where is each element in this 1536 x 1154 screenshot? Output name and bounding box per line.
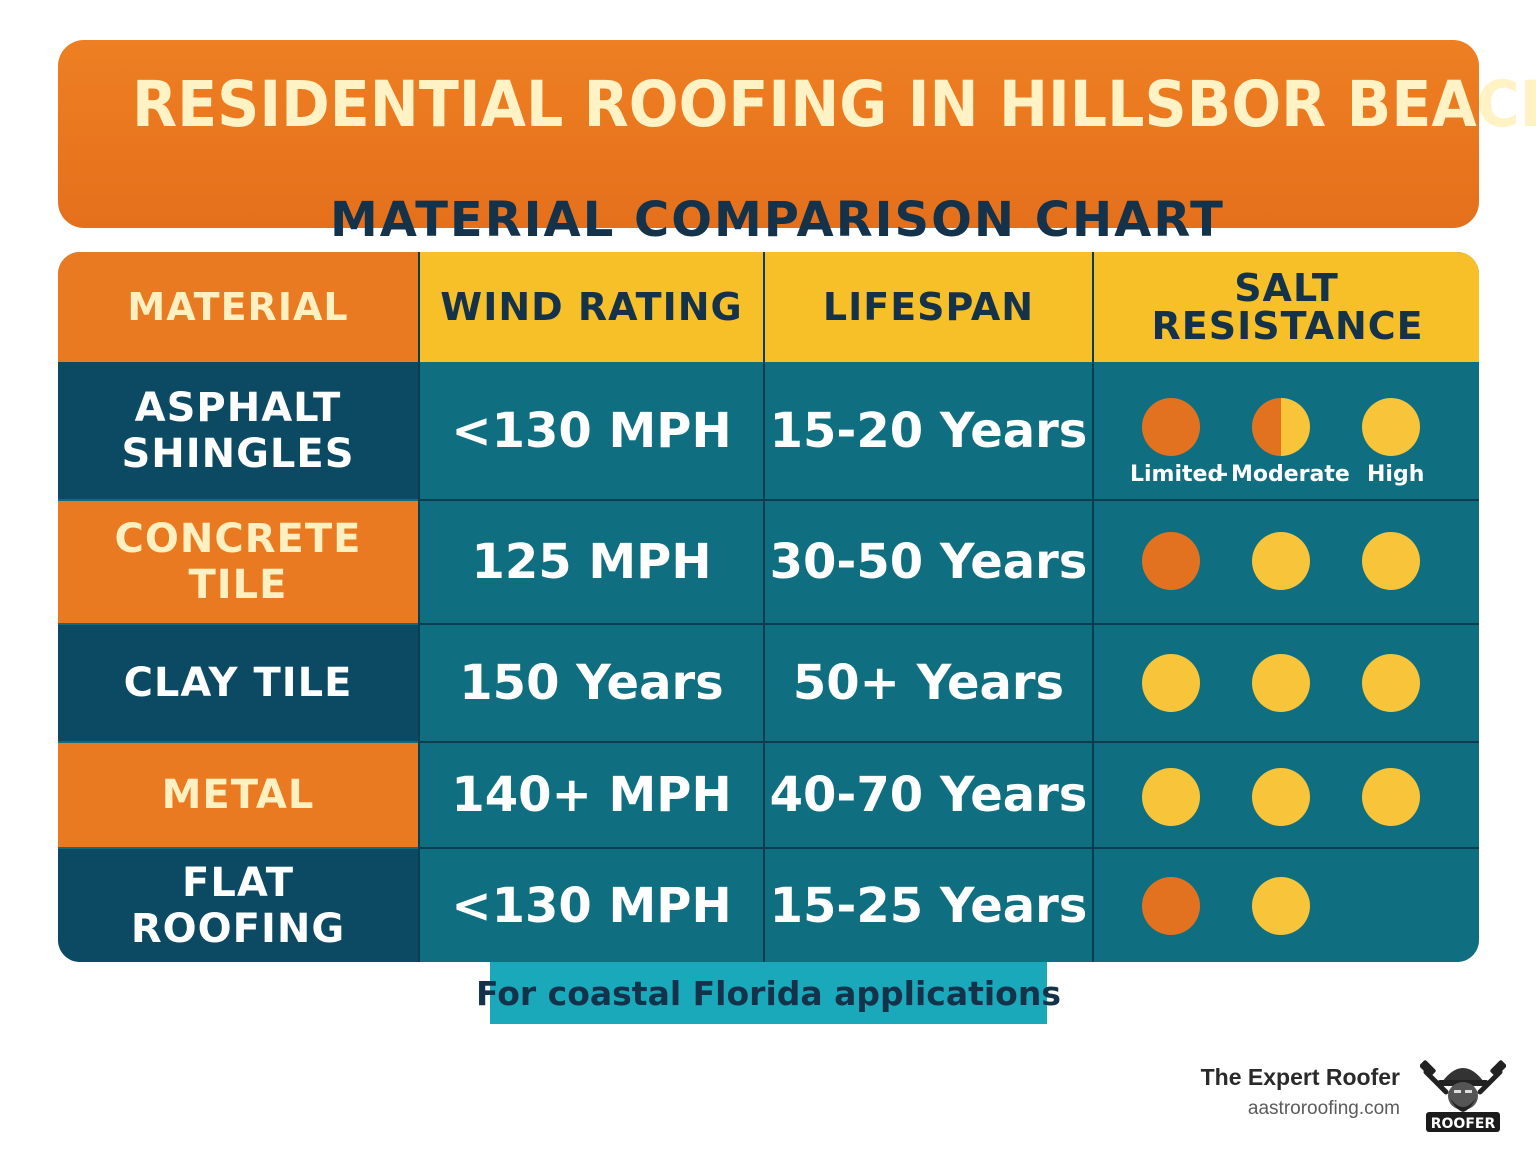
page-subtitle: MATERIAL COMPARISON CHART [330, 192, 1225, 248]
wind-rating-cell: 125 MPH [420, 501, 763, 623]
column-header-material: MATERIAL [58, 252, 418, 362]
table-row: CLAY TILE 150 Years 50+ Years [58, 625, 1479, 741]
column-divider [763, 252, 765, 962]
column-header-wind-rating: WIND RATING [420, 252, 763, 362]
column-header-salt-resistance: SALT RESISTANCE [1094, 252, 1479, 362]
salt-dot-high-icon [1252, 654, 1310, 712]
salt-dot-high-icon [1252, 532, 1310, 590]
lifespan-cell: 15-25 Years [765, 849, 1092, 962]
wind-rating-cell: 140+ MPH [420, 743, 763, 847]
salt-dot-high-icon [1362, 768, 1420, 826]
table-row: FLAT ROOFING <130 MPH 15-25 Years [58, 849, 1479, 962]
legend-limited: Limited [1130, 462, 1224, 487]
salt-dot-limited-icon [1142, 877, 1200, 935]
lifespan-cell: 40-70 Years [765, 743, 1092, 847]
material-cell: CLAY TILE [58, 625, 418, 741]
legend-high: High [1367, 462, 1425, 487]
wind-rating-cell: 150 Years [420, 625, 763, 741]
salt-dot-high-icon [1362, 398, 1420, 456]
roofer-hardhat-icon: ROOFER [1420, 1060, 1506, 1132]
wind-rating-cell: <130 MPH [420, 849, 763, 962]
material-cell: ASPHALT SHINGLES [58, 362, 418, 499]
material-cell: CONCRETE TILE [58, 501, 418, 623]
material-cell: METAL [58, 743, 418, 847]
row-divider [418, 499, 1479, 501]
salt-dot-high-icon [1252, 768, 1310, 826]
page-title: RESIDENTIAL ROOFING IN HILLSBOR BEACH [132, 68, 1536, 141]
salt-dot-high-icon [1252, 877, 1310, 935]
salt-dot-moderate-icon [1252, 398, 1310, 456]
salt-dot-high-icon [1142, 654, 1200, 712]
lifespan-cell: 50+ Years [765, 625, 1092, 741]
salt-resistance-cell [1094, 849, 1479, 962]
material-cell: FLAT ROOFING [58, 849, 418, 962]
salt-dot-high-icon [1362, 654, 1420, 712]
logo-text: ROOFER [1431, 1116, 1496, 1132]
comparison-table: MATERIAL WIND RATING LIFESPAN SALT RESIS… [58, 252, 1479, 962]
row-divider [418, 623, 1479, 625]
salt-dot-high-icon [1362, 532, 1420, 590]
salt-resistance-cell [1094, 625, 1479, 741]
column-divider [1092, 252, 1094, 962]
column-divider [418, 252, 420, 962]
salt-dot-high-icon [1142, 768, 1200, 826]
table-row: METAL 140+ MPH 40-70 Years [58, 743, 1479, 847]
title-banner: RESIDENTIAL ROOFING IN HILLSBOR BEACH MA… [58, 40, 1536, 248]
lifespan-cell: 30-50 Years [765, 501, 1092, 623]
salt-resistance-cell [1094, 501, 1479, 623]
salt-resistance-cell: Limited - Moderate High [1094, 362, 1479, 499]
salt-resistance-cell [1094, 743, 1479, 847]
row-divider [418, 741, 1479, 743]
lifespan-cell: 15-20 Years [765, 362, 1092, 499]
brand-name: The Expert Roofer [1200, 1064, 1400, 1090]
table-row: ASPHALT SHINGLES <130 MPH 15-20 Years Li… [58, 362, 1479, 499]
footnote: For coastal Florida applications [476, 962, 1061, 1024]
column-header-salt-label: SALT RESISTANCE [1151, 266, 1424, 348]
table-row: CONCRETE TILE 125 MPH 30-50 Years [58, 501, 1479, 623]
salt-dot-limited-icon [1142, 532, 1200, 590]
wind-rating-cell: <130 MPH [420, 362, 763, 499]
legend-moderate: Moderate [1231, 462, 1350, 487]
brand-url: aastroroofing.com [1247, 1098, 1400, 1119]
column-header-lifespan: LIFESPAN [765, 252, 1092, 362]
legend-separator: - [1219, 462, 1229, 487]
row-divider [418, 847, 1479, 849]
salt-dot-limited-icon [1142, 398, 1200, 456]
